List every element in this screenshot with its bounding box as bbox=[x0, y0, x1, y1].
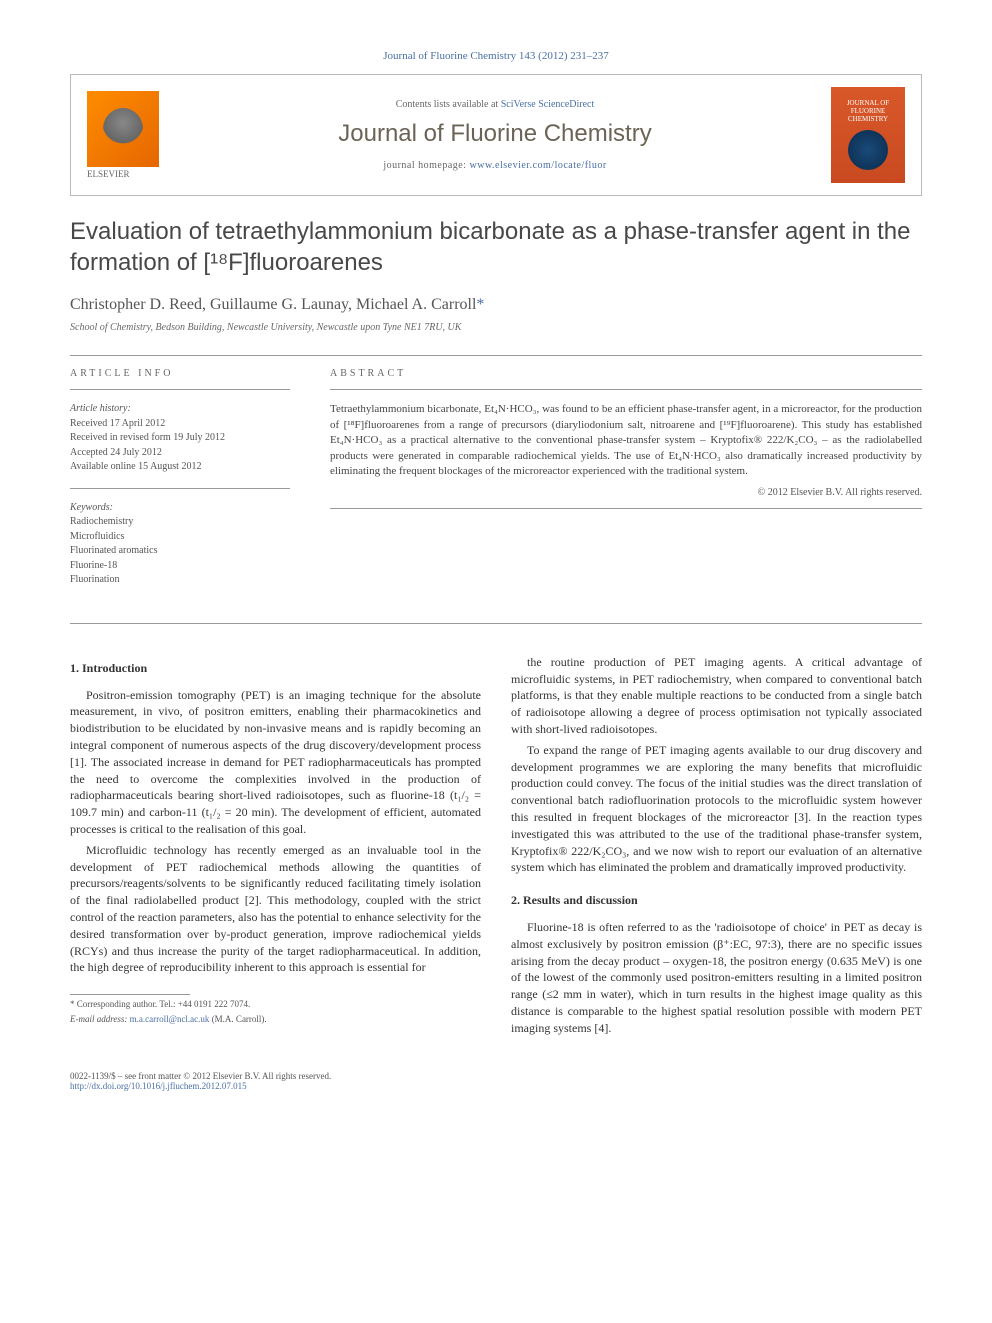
keywords-heading: Keywords: bbox=[70, 501, 290, 515]
body-columns: 1. Introduction Positron-emission tomogr… bbox=[70, 654, 922, 1041]
body-paragraph: Positron-emission tomography (PET) is an… bbox=[70, 687, 481, 838]
journal-cover-thumbnail: JOURNAL OF FLUORINE CHEMISTRY bbox=[831, 87, 905, 183]
body-paragraph: the routine production of PET imaging ag… bbox=[511, 654, 922, 738]
contents-prefix: Contents lists available at bbox=[396, 99, 501, 110]
article-title: Evaluation of tetraethylammonium bicarbo… bbox=[70, 216, 922, 278]
keyword: Fluorinated aromatics bbox=[70, 544, 290, 558]
section-heading: 1. Introduction bbox=[70, 660, 481, 677]
authors-text: Christopher D. Reed, Guillaume G. Launay… bbox=[70, 296, 476, 313]
homepage-prefix: journal homepage: bbox=[383, 160, 469, 171]
section-heading: 2. Results and discussion bbox=[511, 892, 922, 909]
cover-image-icon bbox=[848, 130, 888, 170]
article-info-column: ARTICLE INFO Article history: Received 1… bbox=[70, 368, 290, 601]
abstract-column: ABSTRACT Tetraethylammonium bicarbonate,… bbox=[330, 368, 922, 601]
body-paragraph: Fluorine-18 is often referred to as the … bbox=[511, 919, 922, 1037]
corresponding-footnote: * Corresponding author. Tel.: +44 0191 2… bbox=[70, 999, 481, 1010]
abstract-copyright: © 2012 Elsevier B.V. All rights reserved… bbox=[330, 487, 922, 498]
authors-line: Christopher D. Reed, Guillaume G. Launay… bbox=[70, 296, 922, 314]
corresponding-marker[interactable]: * bbox=[476, 296, 484, 313]
footnote-rule bbox=[70, 994, 190, 995]
journal-name: Journal of Fluorine Chemistry bbox=[175, 120, 815, 148]
revised-date: Received in revised form 19 July 2012 bbox=[70, 431, 290, 445]
publisher-logo: ELSEVIER bbox=[87, 91, 159, 179]
keyword: Radiochemistry bbox=[70, 515, 290, 529]
divider-rule-2 bbox=[70, 623, 922, 624]
issn-line: 0022-1139/$ – see front matter © 2012 El… bbox=[70, 1071, 331, 1081]
article-info-heading: ARTICLE INFO bbox=[70, 368, 290, 379]
contents-line: Contents lists available at SciVerse Sci… bbox=[175, 99, 815, 110]
abstract-heading: ABSTRACT bbox=[330, 368, 922, 379]
received-date: Received 17 April 2012 bbox=[70, 417, 290, 431]
keyword: Fluorination bbox=[70, 573, 290, 587]
homepage-line: journal homepage: www.elsevier.com/locat… bbox=[175, 160, 815, 171]
homepage-link[interactable]: www.elsevier.com/locate/fluor bbox=[470, 160, 607, 171]
email-link[interactable]: m.a.carroll@ncl.ac.uk bbox=[130, 1014, 210, 1024]
sciencedirect-link[interactable]: SciVerse ScienceDirect bbox=[501, 99, 595, 110]
doi-link[interactable]: http://dx.doi.org/10.1016/j.jfluchem.201… bbox=[70, 1081, 247, 1091]
keyword: Microfluidics bbox=[70, 530, 290, 544]
abstract-text: Tetraethylammonium bicarbonate, Et₄N·HCO… bbox=[330, 402, 922, 479]
email-label: E-mail address: bbox=[70, 1014, 130, 1024]
email-suffix: (M.A. Carroll). bbox=[209, 1014, 266, 1024]
abstract-rule bbox=[330, 389, 922, 390]
publisher-name: ELSEVIER bbox=[87, 169, 159, 179]
cover-title: JOURNAL OF FLUORINE CHEMISTRY bbox=[835, 100, 901, 123]
divider-rule bbox=[70, 355, 922, 356]
abstract-rule-2 bbox=[330, 508, 922, 509]
affiliation: School of Chemistry, Bedson Building, Ne… bbox=[70, 322, 922, 333]
body-paragraph: Microfluidic technology has recently eme… bbox=[70, 842, 481, 976]
body-paragraph: To expand the range of PET imaging agent… bbox=[511, 742, 922, 876]
info-rule-2 bbox=[70, 488, 290, 489]
email-footnote: E-mail address: m.a.carroll@ncl.ac.uk (M… bbox=[70, 1014, 481, 1025]
journal-masthead: ELSEVIER Contents lists available at Sci… bbox=[70, 74, 922, 196]
info-rule bbox=[70, 389, 290, 390]
elsevier-tree-icon bbox=[103, 108, 143, 150]
citation-link[interactable]: Journal of Fluorine Chemistry 143 (2012)… bbox=[383, 50, 608, 62]
meta-row: ARTICLE INFO Article history: Received 1… bbox=[70, 368, 922, 601]
page-footer: 0022-1139/$ – see front matter © 2012 El… bbox=[70, 1069, 922, 1091]
online-date: Available online 15 August 2012 bbox=[70, 460, 290, 474]
history-heading: Article history: bbox=[70, 402, 290, 416]
accepted-date: Accepted 24 July 2012 bbox=[70, 446, 290, 460]
keyword: Fluorine-18 bbox=[70, 559, 290, 573]
citation-header: Journal of Fluorine Chemistry 143 (2012)… bbox=[70, 50, 922, 62]
